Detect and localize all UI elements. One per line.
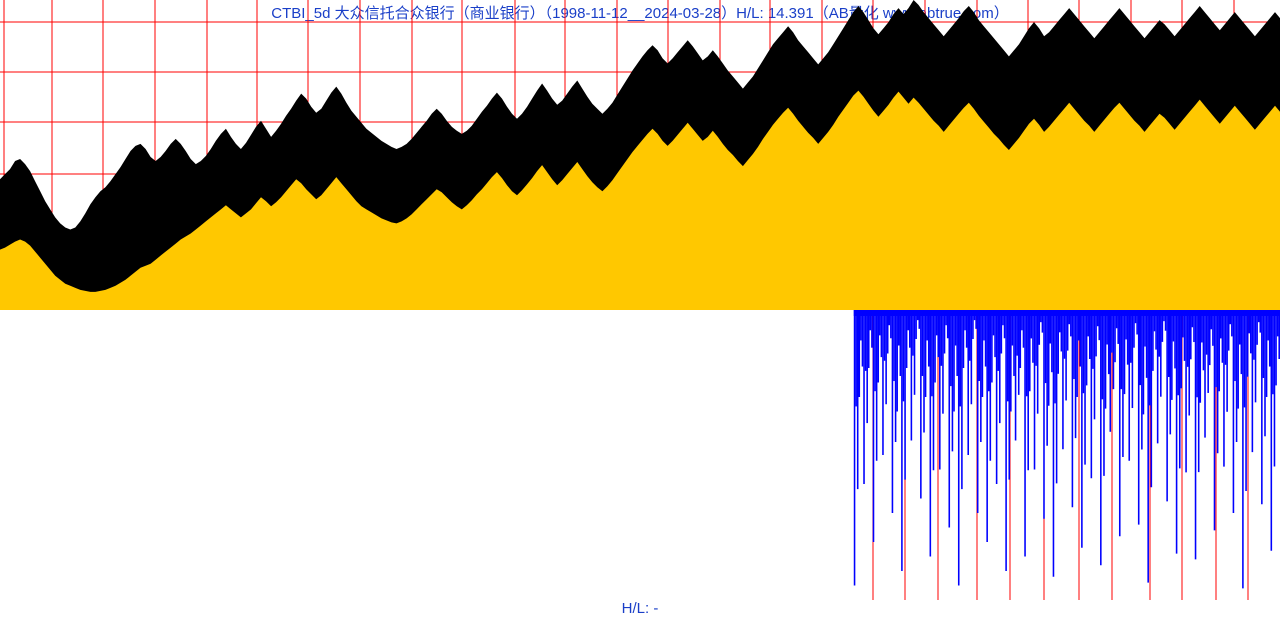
- chart-footer: H/L: -: [0, 600, 1280, 617]
- price-chart: [0, 0, 1280, 600]
